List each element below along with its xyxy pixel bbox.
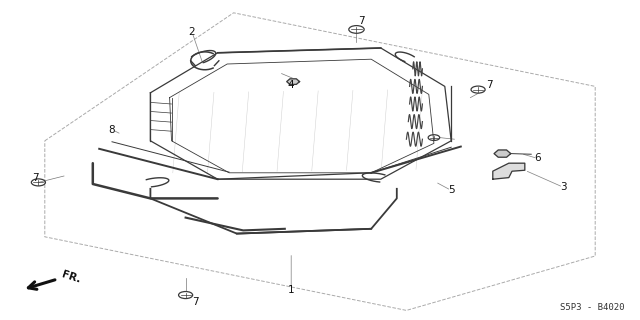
- Text: 7: 7: [192, 297, 198, 308]
- Text: 8: 8: [109, 124, 115, 135]
- Text: 7: 7: [358, 16, 365, 26]
- Text: 3: 3: [560, 182, 566, 192]
- Text: FR.: FR.: [61, 270, 83, 285]
- Text: 2: 2: [189, 27, 195, 37]
- Polygon shape: [494, 150, 511, 157]
- Text: S5P3 - B4020: S5P3 - B4020: [559, 303, 624, 312]
- Text: 7: 7: [32, 172, 38, 183]
- Text: 4: 4: [288, 80, 294, 90]
- Polygon shape: [287, 79, 300, 84]
- Text: 5: 5: [448, 185, 454, 196]
- Text: 1: 1: [288, 284, 294, 295]
- Polygon shape: [493, 163, 525, 179]
- Text: 7: 7: [486, 80, 493, 90]
- Text: 6: 6: [534, 153, 541, 164]
